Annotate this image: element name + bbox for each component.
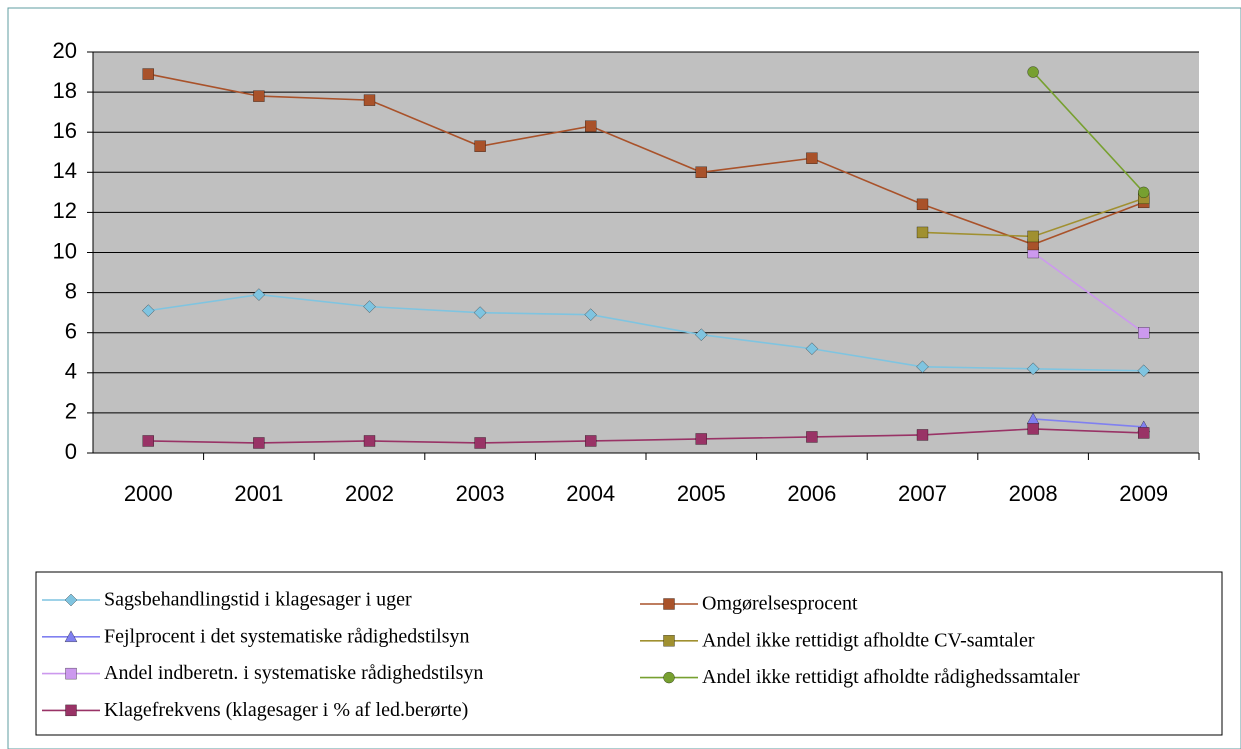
legend-swatch-marker xyxy=(64,630,78,642)
data-point xyxy=(252,288,266,301)
y-tick-label: 12 xyxy=(53,198,77,223)
data-point xyxy=(805,342,819,355)
data-point xyxy=(1027,423,1039,435)
y-tick-label: 6 xyxy=(65,319,77,344)
data-point xyxy=(585,120,597,132)
legend-label: Andel indberetn. i systematiske rådighed… xyxy=(104,662,483,684)
data-point xyxy=(916,360,929,373)
data-point xyxy=(695,433,707,445)
legend-swatch-marker xyxy=(663,671,675,684)
data-point xyxy=(916,226,929,239)
series-line xyxy=(148,428,1144,444)
data-point xyxy=(1138,186,1150,199)
y-tick-label: 18 xyxy=(53,78,77,103)
x-tick-label: 2001 xyxy=(234,481,283,506)
series-line xyxy=(148,293,1144,372)
data-point xyxy=(916,198,929,211)
data-point xyxy=(584,308,597,321)
y-tick-label: 16 xyxy=(53,118,77,143)
legend-swatch-marker xyxy=(663,635,675,647)
y-tick-label: 8 xyxy=(65,278,77,303)
legend-label: Fejlprocent i det systematiske rådigheds… xyxy=(104,625,470,647)
x-tick-label: 2004 xyxy=(566,481,615,506)
x-tick-label: 2009 xyxy=(1119,481,1168,506)
data-point xyxy=(1138,427,1150,439)
data-point xyxy=(1137,364,1150,378)
data-point xyxy=(1027,66,1039,78)
data-point xyxy=(806,152,818,164)
y-tick-label: 14 xyxy=(53,158,77,183)
data-point xyxy=(1027,230,1039,243)
data-point xyxy=(695,166,707,178)
legend-swatch-marker xyxy=(663,598,675,610)
data-point xyxy=(585,435,597,447)
series-line xyxy=(1033,418,1144,428)
y-tick-label: 0 xyxy=(65,439,77,464)
data-point xyxy=(363,435,376,447)
legend-swatch-marker xyxy=(65,704,77,717)
data-point xyxy=(142,304,155,317)
data-point xyxy=(1138,327,1150,339)
legend-swatch-marker xyxy=(65,667,77,680)
data-point xyxy=(474,140,486,152)
x-tick-label: 2008 xyxy=(1009,481,1058,506)
data-point xyxy=(695,328,708,341)
legend-swatch-marker xyxy=(64,593,78,607)
y-tick-label: 2 xyxy=(65,399,77,424)
data-point xyxy=(142,68,154,80)
x-tick-label: 2006 xyxy=(787,481,836,506)
legend-label: Andel ikke rettidigt afholdte rådighedss… xyxy=(702,666,1080,688)
series-line xyxy=(1032,251,1145,334)
data-point xyxy=(474,437,486,449)
x-tick-label: 2003 xyxy=(456,481,505,506)
legend-box xyxy=(35,571,1223,736)
y-tick-label: 4 xyxy=(65,359,77,384)
data-point xyxy=(142,435,154,447)
y-tick-label: 10 xyxy=(53,238,77,263)
data-point xyxy=(253,437,265,449)
data-point xyxy=(916,429,929,441)
legend-label: Klagefrekvens (klagesager i % af led.ber… xyxy=(104,699,468,721)
x-tick-label: 2007 xyxy=(898,481,947,506)
legend-label: Andel ikke rettidigt afholdte CV-samtale… xyxy=(702,629,1035,651)
x-tick-label: 2002 xyxy=(345,481,394,506)
x-tick-label: 2000 xyxy=(124,481,173,506)
series-line xyxy=(148,73,1144,246)
data-point xyxy=(253,90,265,102)
data-point xyxy=(363,300,376,313)
series-line xyxy=(1032,71,1145,193)
y-tick-label: 20 xyxy=(53,38,77,63)
data-point xyxy=(363,94,376,106)
legend-label: Omgørelsesprocent xyxy=(702,593,858,615)
data-point xyxy=(1026,362,1040,376)
legend-label: Sagsbehandlingstid i klagesager i uger xyxy=(104,589,412,611)
data-point xyxy=(806,431,818,443)
x-tick-label: 2005 xyxy=(677,481,726,506)
data-point xyxy=(473,306,487,319)
